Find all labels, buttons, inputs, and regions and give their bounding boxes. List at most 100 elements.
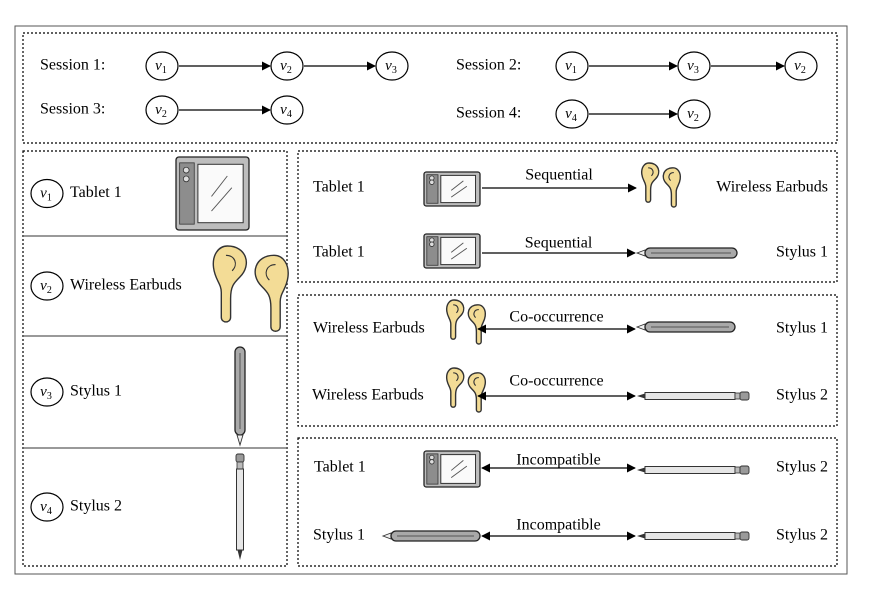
node-label: v3	[385, 58, 397, 76]
relation-group-incompatible	[297, 437, 838, 567]
session-node-v1: v1	[555, 51, 589, 81]
stylus-1-icon	[234, 346, 246, 447]
session-label: Session 2:	[456, 57, 521, 74]
node-label: v4	[40, 499, 52, 517]
session-2: Session 2: v1 v3 v2	[456, 51, 818, 81]
node-circle	[30, 377, 64, 407]
tablet-icon	[423, 450, 481, 488]
relation-type-label: Co-occurrence	[509, 373, 603, 390]
session-label: Session 1:	[40, 57, 105, 74]
relation-type-label: Sequential	[525, 167, 593, 184]
session-4: Session 4: v4 v2	[456, 99, 711, 129]
sessions-layer: Session 1: v1 v2 v3 Session 2: v1 v3 v2Session …	[40, 51, 818, 129]
node-circle	[30, 271, 64, 301]
session-node-v4: v4	[555, 99, 589, 129]
catalog-row-v2: v2 Wireless Earbuds	[30, 271, 182, 301]
item-catalog: v1 Tablet 1 v2 Wireless Earbuds v3 Stylus 1 v4…	[24, 156, 289, 560]
session-node-v3: v3	[677, 51, 711, 81]
node-circle	[677, 51, 711, 81]
node-label: v1	[155, 58, 167, 76]
node-label: v1	[565, 58, 577, 76]
node-label: v2	[687, 106, 699, 124]
outer-frame	[14, 25, 848, 575]
relation-type-label: Incompatible	[516, 517, 600, 534]
stylus-2-icon	[637, 531, 750, 541]
tablet-icon	[175, 156, 250, 231]
relation-type-label: Sequential	[525, 235, 593, 252]
relation-left-item: Tablet 1	[314, 459, 366, 476]
node-circle	[270, 95, 304, 125]
stylus-1-icon	[635, 321, 736, 333]
node-label: v2	[155, 102, 167, 120]
relation-group-sequential	[297, 150, 838, 283]
node-label: v3	[40, 384, 52, 402]
relation-left-item: Wireless Earbuds	[312, 387, 424, 404]
relation-right-item: Stylus 2	[776, 387, 828, 404]
node-circle	[145, 95, 179, 125]
relation-type-label: Incompatible	[516, 452, 600, 469]
catalog-node-v3: v3	[30, 377, 64, 407]
relation-3-2: Stylus 1 Stylus 2 Incompatible	[313, 517, 828, 544]
relation-1-1: Tablet 1 Wireless Earbuds Sequential	[313, 162, 828, 208]
session-node-v2: v2	[145, 95, 179, 125]
session-node-v2: v2	[784, 51, 818, 81]
relation-right-item: Stylus 1	[776, 320, 828, 337]
stylus-2-icon	[235, 453, 245, 560]
node-circle	[30, 178, 64, 209]
node-circle	[784, 51, 818, 81]
relation-left-item: Tablet 1	[313, 244, 365, 261]
relation-left-item: Wireless Earbuds	[313, 320, 425, 337]
catalog-item-name: Tablet 1	[70, 184, 122, 201]
relations-layer: Tablet 1 Wireless EarbudsSequentialTablet…	[312, 162, 828, 544]
stylus-2-icon	[637, 465, 750, 475]
relation-left-item: Stylus 1	[313, 527, 365, 544]
relation-2-2: Wireless Earbuds Stylus 2 Co-occurrence	[312, 367, 828, 413]
node-circle	[555, 51, 589, 81]
node-circle	[555, 99, 589, 129]
catalog-node-v2: v2	[30, 271, 64, 301]
node-label: v3	[687, 58, 699, 76]
session-node-v2: v2	[677, 99, 711, 129]
earbuds-icon	[445, 299, 487, 345]
catalog-item-name: Stylus 1	[70, 383, 122, 400]
node-circle	[677, 99, 711, 129]
relation-group-cooccurrence	[297, 294, 838, 427]
earbuds-icon	[640, 162, 682, 208]
stylus-1-icon	[381, 530, 481, 542]
item-catalog-panel	[22, 150, 288, 567]
tablet-icon	[423, 171, 481, 207]
catalog-row-v3: v3 Stylus 1	[30, 377, 122, 407]
stylus-1-icon	[635, 247, 738, 259]
catalog-node-v1: v1	[30, 178, 64, 209]
catalog-node-v4: v4	[30, 492, 64, 522]
session-node-v2: v2	[270, 51, 304, 81]
session-node-v1: v1	[145, 51, 179, 81]
tablet-icon	[423, 233, 481, 269]
session-node-v3: v3	[375, 51, 409, 81]
node-label: v2	[280, 58, 292, 76]
relation-right-item: Stylus 2	[776, 459, 828, 476]
relation-1-2: Tablet 1 Stylus 1 Sequential	[313, 233, 828, 269]
relation-type-label: Co-occurrence	[509, 309, 603, 326]
session-node-v4: v4	[270, 95, 304, 125]
earbuds-icon	[212, 245, 289, 332]
session-3: Session 3: v2 v4	[40, 95, 304, 125]
catalog-item-name: Stylus 2	[70, 498, 122, 515]
node-label: v2	[794, 58, 806, 76]
session-label: Session 3:	[40, 101, 105, 118]
node-label: v4	[565, 106, 577, 124]
node-circle	[270, 51, 304, 81]
sessions-panel	[22, 32, 838, 144]
node-label: v2	[40, 278, 52, 296]
catalog-item-name: Wireless Earbuds	[70, 277, 182, 294]
relation-right-item: Stylus 1	[776, 244, 828, 261]
relation-right-item: Wireless Earbuds	[716, 179, 828, 196]
session-1: Session 1: v1 v2 v3	[40, 51, 409, 81]
relation-3-1: Tablet 1 Stylus 2 Incompatible	[314, 450, 828, 488]
node-label: v4	[280, 102, 292, 120]
earbuds-icon	[445, 367, 487, 413]
relation-left-item: Tablet 1	[313, 179, 365, 196]
node-circle	[375, 51, 409, 81]
node-circle	[30, 492, 64, 522]
